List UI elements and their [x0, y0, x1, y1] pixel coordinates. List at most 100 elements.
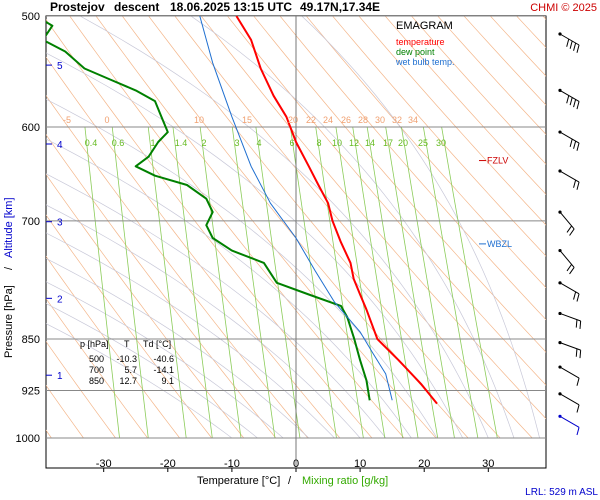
dry-adiabat-line: [227, 16, 546, 386]
theta-label: 32: [392, 115, 402, 125]
x-tick-label: -20: [160, 458, 176, 470]
wind-barb: [558, 88, 580, 110]
wind-barb-dot: [558, 88, 562, 93]
moist-adiabat-line: [46, 204, 361, 439]
wind-barb-feather: [569, 267, 575, 275]
x-tick-label: 20: [418, 458, 430, 470]
y-axis-label-altitude: Altitude [km]: [3, 197, 15, 258]
dry-adiabat-line: [306, 16, 546, 289]
wbzl-label: WBZL: [487, 239, 512, 249]
table-cell: 9.1: [161, 376, 174, 386]
moist-adiabat-line: [46, 232, 335, 439]
dry-adiabat-line: [595, 16, 600, 438]
dry-adiabat-line: [437, 16, 546, 135]
wind-barb: [558, 311, 582, 329]
mixing-ratio-label: 6: [289, 138, 294, 148]
mixing-ratio-line: [315, 126, 364, 439]
x-tick-label: -10: [224, 458, 240, 470]
copyright: CHMI © 2025: [530, 2, 597, 14]
fzlv-marker: FZLV: [479, 156, 508, 166]
wind-barb-staff: [559, 211, 575, 230]
mixing-ratio-line: [352, 126, 404, 439]
wind-barb-feather: [566, 264, 573, 272]
altitude-tick-label: 4: [57, 140, 63, 151]
wind-barb-dot: [558, 169, 562, 173]
mixing-ratio-label: 1.4: [175, 138, 188, 148]
wind-barb: [558, 281, 580, 302]
wind-barb-feather: [576, 404, 580, 413]
mixing-ratio-line: [422, 126, 479, 439]
moist-adiabat-line: [46, 303, 258, 439]
wind-barb-dot: [558, 130, 562, 134]
pressure-tick-label: 700: [22, 216, 40, 228]
dry-adiabat-line: [46, 19, 373, 439]
wind-barb-feather: [573, 291, 577, 300]
wind-barb-staff: [559, 131, 580, 144]
theta-label: -5: [63, 115, 71, 125]
dry-adiabat-line: [46, 255, 180, 439]
mixing-ratio-label: 4: [256, 138, 261, 148]
mixing-ratio-label: 3: [234, 138, 239, 148]
dry-adiabat-line: [95, 16, 437, 439]
moist-adiabat-line: [46, 281, 284, 439]
table-cell: -40.6: [153, 354, 174, 364]
wind-barb: [558, 130, 580, 151]
header-datetime: 18.06.2025 13:15 UTC: [170, 0, 292, 14]
wind-barb-staff: [559, 250, 575, 268]
mixing-ratio-label: 0.4: [85, 138, 98, 148]
wind-barb: [558, 392, 580, 413]
grid-layer: [46, 16, 600, 468]
mixing-ratio-label: 1: [150, 138, 155, 148]
wind-barb-dot: [558, 311, 562, 316]
wind-barb-staff: [559, 366, 580, 379]
moist-adiabat-line: [79, 16, 489, 439]
table-cell: -14.1: [153, 365, 174, 375]
wind-barb-feather: [576, 377, 580, 386]
dry-adiabat-line: [200, 16, 546, 420]
mixing-ratio-label: 25: [418, 138, 428, 148]
mixing-ratio-line: [84, 126, 120, 439]
pressure-tick-label: 600: [22, 122, 40, 134]
theta-label: 28: [358, 115, 368, 125]
wind-barb-dot: [558, 341, 562, 345]
dry-adiabat-line: [279, 16, 546, 321]
series-line-wet-bulb-temp: [199, 16, 393, 401]
wind-barb-feather: [569, 97, 573, 106]
mixing-ratio-label: 10: [332, 138, 342, 148]
theta-label: 0: [104, 115, 109, 125]
y-axis-label-pressure: Pressure [hPa]: [3, 285, 15, 358]
wind-barb-staff: [559, 393, 580, 406]
table-cell: 500: [89, 354, 104, 364]
wind-barb-dot: [558, 210, 562, 214]
altitude-tick-label: 3: [57, 218, 63, 229]
mixing-ratio-label: 0.6: [112, 138, 125, 148]
theta-label: 34: [408, 115, 418, 125]
wind-barb: [558, 341, 582, 359]
wind-barb-feather: [573, 99, 577, 108]
wind-barb: [558, 32, 580, 53]
moist-adiabat-line: [46, 258, 310, 439]
wind-barb-dot: [558, 248, 562, 253]
mixing-ratio-line: [401, 126, 455, 439]
theta-label: 10: [194, 115, 204, 125]
mixing-ratio-line: [289, 126, 337, 439]
header-coords: 49.17N,17.34E: [300, 0, 380, 14]
mixing-ratio-label: 30: [436, 138, 446, 148]
mixing-ratio-label: 17: [383, 138, 393, 148]
pressure-tick-label: 500: [22, 11, 40, 23]
moist-adiabat-line: [190, 16, 515, 439]
wind-barb-feather: [569, 228, 575, 236]
dry-adiabat-line: [46, 173, 245, 439]
wind-barb-feather: [566, 38, 570, 47]
series-line-temperature: [235, 16, 438, 405]
moist-adiabat-line: [46, 173, 387, 439]
theta-label: 15: [242, 115, 252, 125]
mixing-ratio-label: 20: [398, 138, 408, 148]
x-axis-label-sep: /: [288, 475, 292, 487]
table-cell: 700: [89, 365, 104, 375]
moist-adiabat-line: [46, 98, 438, 439]
wind-barb-feather: [579, 320, 582, 329]
table-cell: 12.7: [119, 376, 137, 386]
dry-adiabat-line: [542, 16, 546, 20]
label-layer: 0.4 0.6 1 1.4 2 3 4 6 8 10 12 14 17 20 25 30-5 0 10 15 20 22…: [16, 11, 494, 472]
